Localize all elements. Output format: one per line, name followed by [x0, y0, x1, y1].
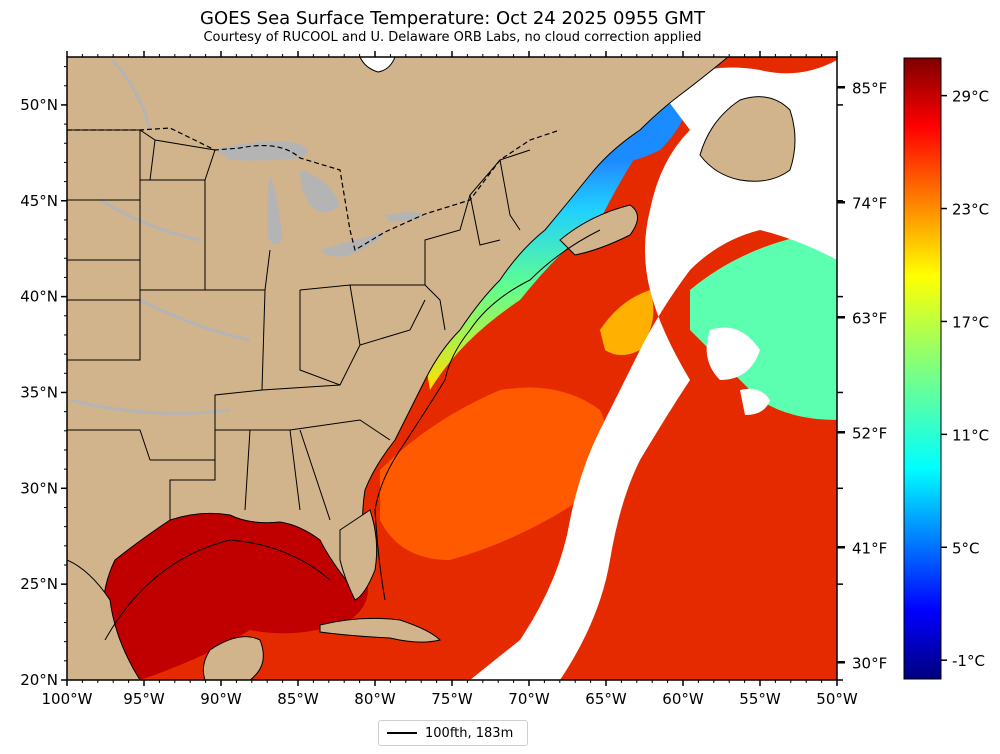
rivers — [69, 58, 251, 415]
map-area — [67, 57, 837, 680]
lon-tick-label: 85°W — [277, 690, 319, 708]
colorbar-celsius-label: -1°C — [952, 652, 985, 670]
lake-ontario — [385, 212, 425, 222]
lon-tick-label: 80°W — [354, 690, 396, 708]
lat-tick-label: 50°N — [20, 96, 58, 114]
fahrenheit-label: 63°F — [852, 309, 887, 327]
lake-michigan — [266, 175, 282, 245]
fahrenheit-label: 41°F — [852, 539, 887, 557]
gulf-of-mexico-sst — [100, 504, 368, 680]
white-inlet — [359, 57, 396, 73]
lake-huron — [300, 170, 340, 213]
fahrenheit-label: 85°F — [852, 79, 887, 97]
cloud-mask-region — [470, 60, 837, 680]
lat-tick-label: 35°N — [20, 383, 58, 401]
colorbar-celsius-label: 23°C — [952, 201, 989, 219]
land-cuba — [319, 617, 441, 643]
isobath-legend-line — [387, 732, 417, 734]
map-title: GOES Sea Surface Temperature: Oct 24 202… — [200, 8, 705, 29]
lon-tick-label: 90°W — [200, 690, 242, 708]
gulf-stream-warm-patch — [380, 387, 607, 560]
colorbar-celsius-label: 29°C — [952, 88, 989, 106]
colorbar-celsius-label: 5°C — [952, 539, 980, 557]
lon-tick-label: 70°W — [508, 690, 550, 708]
cloud-patch — [706, 327, 760, 380]
land-nova-scotia — [559, 204, 638, 256]
map-subtitle: Courtesy of RUCOOL and U. Delaware ORB L… — [203, 30, 702, 45]
lake-erie — [320, 232, 385, 257]
fahrenheit-label: 74°F — [852, 194, 887, 212]
land-newfoundland — [699, 96, 796, 182]
cloud-patch — [740, 388, 770, 415]
land-yucatan — [202, 636, 264, 680]
land-north-america — [67, 57, 729, 680]
warm-eddy — [600, 290, 654, 355]
colorbar — [903, 57, 942, 680]
axis-labels: 100°W 95°W 90°W 85°W 80°W 75°W 70°W 65°W 60°W 55°… — [20, 79, 989, 708]
lon-tick-label: 65°W — [585, 690, 627, 708]
lat-tick-label: 25°N — [20, 575, 58, 593]
land-florida — [339, 509, 378, 601]
isobath-legend-label: 100fth, 183m — [425, 725, 514, 741]
shelf-water-cool — [420, 132, 640, 390]
lon-tick-label: 100°W — [42, 690, 93, 708]
lon-tick-label: 55°W — [739, 690, 781, 708]
lat-tick-label: 40°N — [20, 288, 58, 306]
lake-superior — [215, 141, 308, 161]
land-mexico — [67, 559, 141, 680]
lon-tick-label: 95°W — [123, 690, 165, 708]
lon-tick-label: 60°W — [662, 690, 704, 708]
lon-tick-label: 75°W — [431, 690, 473, 708]
colorbar-celsius-label: 11°C — [952, 426, 989, 444]
us-canada-border — [67, 127, 561, 251]
north-atlantic-cool-band — [690, 230, 837, 420]
lon-tick-label: 50°W — [816, 690, 858, 708]
lat-tick-label: 20°N — [20, 671, 58, 689]
colorbar-celsius-label: 17°C — [952, 313, 989, 331]
axis-ticks — [61, 51, 947, 686]
lat-tick-label: 45°N — [20, 192, 58, 210]
fahrenheit-label: 52°F — [852, 424, 887, 442]
isobath-legend: 100fth, 183m — [378, 720, 528, 746]
isobath-100-fathom — [104, 229, 601, 641]
lat-tick-label: 30°N — [20, 479, 58, 497]
fahrenheit-label: 30°F — [852, 654, 887, 672]
